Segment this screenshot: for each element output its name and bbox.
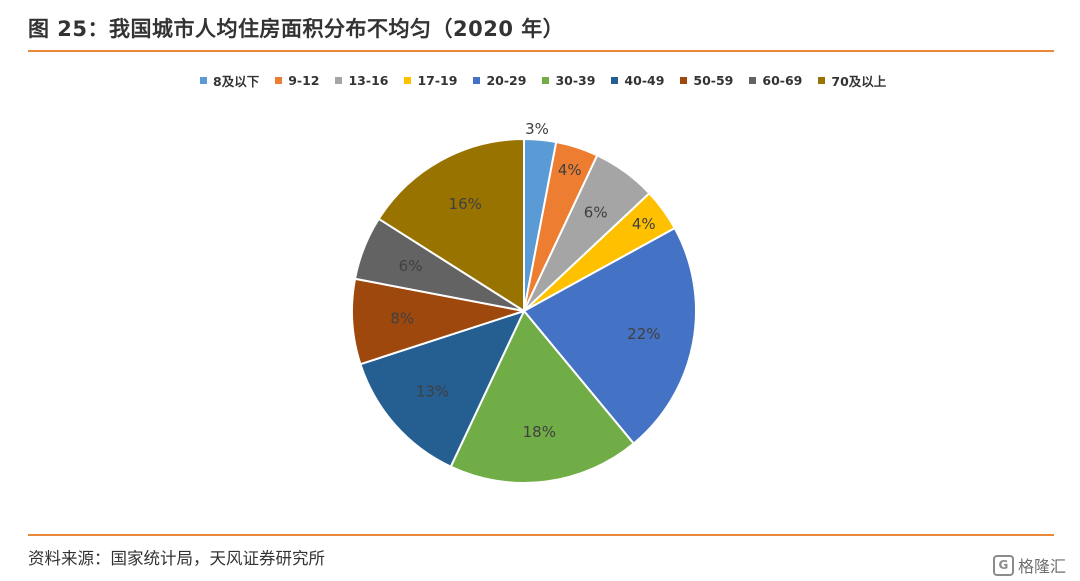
watermark-text: 格隆汇 bbox=[1017, 557, 1066, 576]
slice-data-label: 16% bbox=[449, 195, 482, 213]
legend-swatch bbox=[680, 76, 688, 84]
legend-item: 60-69 bbox=[749, 73, 802, 88]
slice-data-label: 4% bbox=[558, 161, 582, 179]
pie-slice bbox=[359, 309, 526, 468]
legend-item: 8及以下 bbox=[200, 71, 259, 90]
legend-item: 20-29 bbox=[473, 73, 526, 88]
legend-swatch bbox=[542, 76, 550, 84]
legend-swatch bbox=[473, 76, 481, 84]
legend-item: 13-16 bbox=[335, 73, 388, 88]
pie-slice bbox=[522, 226, 697, 445]
legend-label: 40-49 bbox=[624, 72, 665, 88]
legend-swatch bbox=[200, 76, 207, 84]
legend-swatch bbox=[335, 76, 343, 84]
slice-data-label: 8% bbox=[390, 310, 414, 328]
pie-chart: 3% 4% 6% 4% 22% 18% 13% 8% 6% 16% bbox=[351, 120, 697, 484]
legend-label: 70及以上 bbox=[831, 73, 887, 89]
legend-label: 20-29 bbox=[486, 72, 527, 88]
slice-data-label: 6% bbox=[584, 203, 608, 221]
legend-label: 60-69 bbox=[762, 72, 803, 88]
legend-item: 70及以上 bbox=[818, 71, 886, 90]
pie-slice bbox=[449, 309, 636, 484]
legend-swatch bbox=[611, 76, 619, 84]
legend-swatch bbox=[404, 76, 412, 84]
pie-slice bbox=[377, 137, 525, 313]
slice-data-label: 3% bbox=[525, 120, 549, 138]
slice-data-label: 13% bbox=[416, 383, 449, 401]
watermark: G 格隆汇 bbox=[992, 553, 1066, 577]
legend-swatch bbox=[275, 76, 283, 84]
legend-item: 50-59 bbox=[680, 73, 733, 88]
source-note: 资料来源：国家统计局，天风证券研究所 bbox=[28, 549, 325, 568]
legend-label: 30-39 bbox=[555, 72, 596, 88]
legend-label: 17-19 bbox=[417, 72, 458, 88]
legend-item: 40-49 bbox=[611, 73, 664, 88]
legend-label: 9-12 bbox=[288, 72, 320, 88]
source-divider bbox=[28, 534, 1054, 536]
figure-title: 图 25：我国城市人均住房面积分布不均匀（2020 年） bbox=[28, 17, 565, 41]
slice-data-label: 18% bbox=[523, 423, 556, 441]
slice-data-label: 6% bbox=[399, 257, 423, 275]
slice-data-label: 4% bbox=[632, 215, 656, 233]
legend-label: 13-16 bbox=[348, 72, 389, 88]
legend-swatch bbox=[818, 76, 826, 84]
glh-logo-icon: G bbox=[992, 554, 1014, 576]
title-divider bbox=[28, 50, 1054, 52]
legend-item: 30-39 bbox=[542, 73, 595, 88]
legend-swatch bbox=[749, 76, 757, 84]
legend-item: 17-19 bbox=[404, 73, 457, 88]
chart-legend: 8及以下 9-12 13-16 17-19 20-29 30-39 40-49 50-59 60… bbox=[200, 70, 886, 90]
legend-label: 50-59 bbox=[693, 72, 734, 88]
slice-data-label: 22% bbox=[627, 325, 660, 343]
legend-item: 9-12 bbox=[275, 73, 319, 88]
legend-label: 8及以下 bbox=[213, 73, 260, 89]
